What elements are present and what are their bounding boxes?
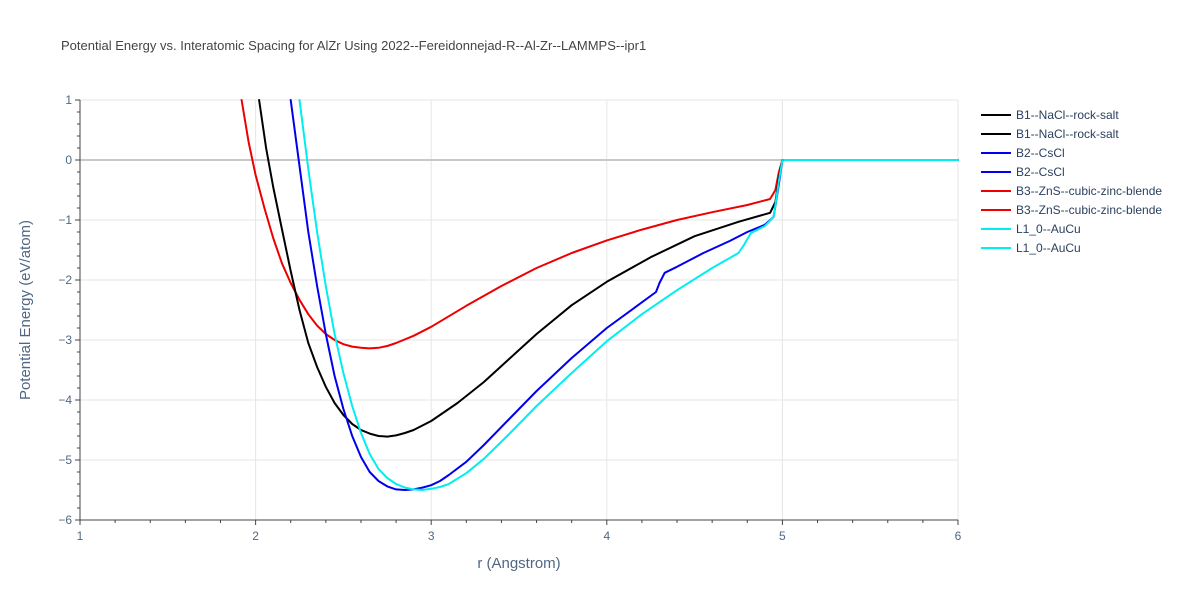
legend-label: L1_0--AuCu: [1016, 241, 1081, 255]
legend-item[interactable]: L1_0--AuCu: [981, 222, 1081, 236]
series-line-6: [298, 99, 784, 491]
x-axis-title: r (Angstrom): [477, 555, 560, 572]
y-tick-label: −1: [58, 213, 72, 227]
x-tick-label: 1: [77, 529, 84, 543]
legend-item[interactable]: B1--NaCl--rock-salt: [981, 108, 1119, 122]
series-line-4: [240, 99, 784, 350]
y-tick-label: −3: [58, 333, 72, 347]
axes: [75, 99, 959, 525]
series-line-2: [289, 99, 784, 491]
legend-label: B1--NaCl--rock-salt: [1016, 108, 1119, 122]
legend-label: B2--CsCl: [1016, 165, 1065, 179]
y-tick-label: −5: [58, 453, 72, 467]
y-tick-label: 0: [65, 153, 72, 167]
plot-area: [240, 99, 959, 491]
x-tick-label: 5: [779, 529, 786, 543]
x-tick-label: 2: [252, 529, 259, 543]
y-tick-label: −2: [58, 273, 72, 287]
y-tick-label: −4: [58, 393, 72, 407]
legend-item[interactable]: L1_0--AuCu: [981, 241, 1081, 255]
chart-title: Potential Energy vs. Interatomic Spacing…: [61, 38, 646, 53]
y-axis-title: Potential Energy (eV/atom): [17, 220, 34, 400]
legend: B1--NaCl--rock-salt B1--NaCl--rock-salt B2…: [981, 108, 1162, 255]
y-axis-ticks: −6 −5 −4 −3 −2 −1 0 1: [58, 93, 72, 527]
y-tick-label: −6: [58, 513, 72, 527]
series-line-0: [258, 99, 784, 438]
legend-label: B3--ZnS--cubic-zinc-blende: [1016, 184, 1162, 198]
x-axis-ticks: 1 2 3 4 5 6: [77, 529, 962, 543]
y-tick-label: 1: [65, 93, 72, 107]
legend-item[interactable]: B3--ZnS--cubic-zinc-blende: [981, 203, 1162, 217]
legend-item[interactable]: B2--CsCl: [981, 146, 1065, 160]
legend-item[interactable]: B1--NaCl--rock-salt: [981, 127, 1119, 141]
legend-label: B1--NaCl--rock-salt: [1016, 127, 1119, 141]
legend-label: B2--CsCl: [1016, 146, 1065, 160]
x-tick-label: 3: [428, 529, 435, 543]
legend-item[interactable]: B3--ZnS--cubic-zinc-blende: [981, 184, 1162, 198]
legend-item[interactable]: B2--CsCl: [981, 165, 1065, 179]
legend-label: B3--ZnS--cubic-zinc-blende: [1016, 203, 1162, 217]
legend-label: L1_0--AuCu: [1016, 222, 1081, 236]
grid: [79, 99, 959, 521]
x-tick-label: 6: [955, 529, 962, 543]
x-tick-label: 4: [603, 529, 610, 543]
